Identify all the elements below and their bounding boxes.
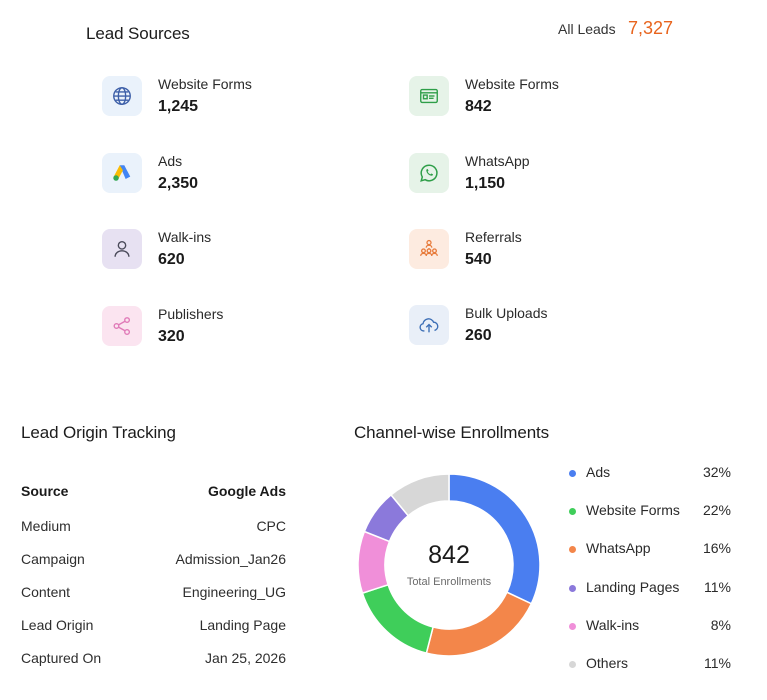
donut-slice-others	[389, 474, 450, 517]
lead-source-label: Bulk Uploads	[465, 305, 548, 321]
legend-pct: 16%	[702, 540, 731, 556]
legend-pct: 8%	[710, 617, 731, 633]
lead-source-whatsapp[interactable]: WhatsApp 1,150	[409, 153, 649, 205]
legend-dot	[569, 661, 576, 668]
cloud-upload-icon	[409, 305, 449, 345]
donut-slice-whatsapp	[361, 583, 434, 655]
legend-name: Others	[586, 655, 629, 671]
legend-dot	[569, 470, 576, 477]
legend-pct: 32%	[702, 464, 731, 480]
lead-origin-row-content: Content Engineering_UG	[21, 584, 286, 604]
donut-center-value: 842	[428, 541, 470, 569]
enrollments-donut-chart	[358, 474, 540, 656]
lead-origin-key: Captured On	[21, 650, 102, 666]
lead-origin-row-source: Source Google Ads	[21, 483, 286, 503]
lead-origin-key: Medium	[21, 518, 71, 534]
lead-source-count: 1,245	[158, 98, 199, 115]
legend-name: Walk-ins	[586, 617, 640, 633]
lead-source-label: Website Forms	[465, 76, 559, 92]
lead-origin-value: Landing Page	[199, 617, 286, 633]
legend-dot	[569, 623, 576, 630]
lead-origin-key: Campaign	[21, 551, 85, 567]
lead-origin-value: Engineering_UG	[182, 584, 286, 600]
legend-name: Landing Pages	[586, 579, 680, 595]
legend-item-landing-pages: Landing Pages 11%	[569, 579, 731, 599]
lead-source-publishers[interactable]: Publishers 320	[102, 306, 342, 358]
donut-slice-website-forms	[425, 591, 533, 656]
lead-source-label: Ads	[158, 153, 183, 169]
lead-origin-value: Admission_Jan26	[175, 551, 286, 567]
lead-origin-key: Content	[21, 584, 71, 600]
legend-dot	[569, 508, 576, 515]
lead-source-walk-ins[interactable]: Walk-ins 620	[102, 229, 342, 281]
globe-icon	[102, 76, 142, 116]
all-leads-label: All Leads	[558, 21, 616, 37]
lead-source-count: 1,150	[465, 175, 506, 192]
lead-source-label: Walk-ins	[158, 229, 212, 245]
share-icon	[102, 306, 142, 346]
lead-origin-key: Lead Origin	[21, 617, 94, 633]
lead-source-label: Referrals	[465, 229, 522, 245]
lead-origin-row-lead-origin: Lead Origin Landing Page	[21, 617, 286, 637]
donut-center-label: Total Enrollments	[406, 576, 492, 588]
lead-origin-title: Lead Origin Tracking	[21, 423, 176, 442]
lead-source-count: 842	[465, 98, 492, 115]
legend-pct: 11%	[704, 579, 731, 595]
lead-source-count: 2,350	[158, 175, 199, 192]
lead-origin-value: Jan 25, 2026	[205, 650, 286, 666]
lead-origin-value: Google Ads	[207, 483, 286, 499]
legend-item-ads: Ads 32%	[569, 464, 731, 484]
lead-origin-key: Source	[21, 483, 69, 499]
legend-item-others: Others 11%	[569, 655, 731, 675]
whatsapp-icon	[409, 153, 449, 193]
legend-item-whatsapp: WhatsApp 16%	[569, 540, 731, 560]
all-leads-value: 7,327	[628, 18, 674, 38]
form-card-icon	[409, 76, 449, 116]
legend-name: Ads	[586, 464, 611, 480]
legend-item-website-forms: Website Forms 22%	[569, 502, 731, 522]
legend-dot	[569, 585, 576, 592]
lead-origin-row-medium: Medium CPC	[21, 518, 286, 538]
lead-source-label: WhatsApp	[465, 153, 530, 169]
lead-source-count: 540	[465, 251, 492, 268]
lead-source-website-forms[interactable]: Website Forms 1,245	[102, 76, 342, 128]
referral-network-icon	[409, 229, 449, 269]
google-ads-icon	[102, 153, 142, 193]
legend-dot	[569, 546, 576, 553]
person-icon	[102, 229, 142, 269]
lead-sources-title: Lead Sources	[86, 24, 190, 43]
lead-source-label: Website Forms	[158, 76, 252, 92]
lead-source-referrals[interactable]: Referrals 540	[409, 229, 649, 281]
legend-pct: 11%	[704, 655, 731, 671]
legend-name: Website Forms	[586, 502, 680, 518]
lead-source-ads[interactable]: Ads 2,350	[102, 153, 342, 205]
lead-source-bulk-uploads[interactable]: Bulk Uploads 260	[409, 305, 649, 357]
lead-origin-row-captured-on: Captured On Jan 25, 2026	[21, 650, 286, 670]
lead-source-label: Publishers	[158, 306, 224, 322]
lead-source-count: 260	[465, 327, 492, 344]
lead-origin-value: CPC	[256, 518, 286, 534]
legend-item-walk-ins: Walk-ins 8%	[569, 617, 731, 637]
lead-origin-row-campaign: Campaign Admission_Jan26	[21, 551, 286, 571]
legend-name: WhatsApp	[586, 540, 651, 556]
enrollments-title: Channel-wise Enrollments	[354, 423, 550, 442]
lead-source-website-forms-2[interactable]: Website Forms 842	[409, 76, 649, 128]
lead-source-count: 620	[158, 251, 185, 268]
legend-pct: 22%	[702, 502, 731, 518]
lead-source-count: 320	[158, 328, 185, 345]
